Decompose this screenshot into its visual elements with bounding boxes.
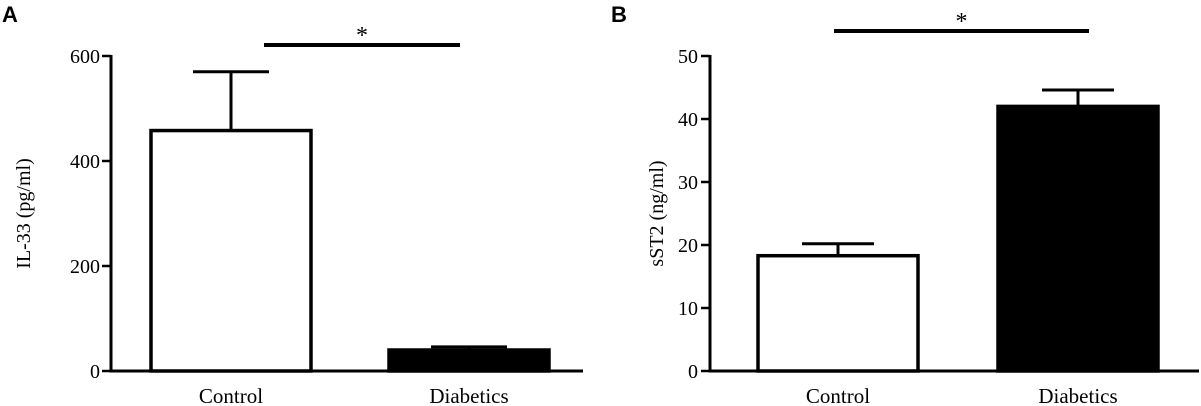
panel-b-chart: B 0 10 20 30 40 50 sST2 (ng/ml) Control Diabetics… bbox=[611, 2, 1199, 406]
y-tick-label: 20 bbox=[678, 235, 698, 257]
x-tick-label: Diabetics bbox=[429, 384, 508, 406]
x-tick-label: Control bbox=[199, 384, 263, 406]
y-axis-title: sST2 (ng/ml) bbox=[646, 160, 668, 266]
y-tick-label: 600 bbox=[70, 46, 100, 68]
significance-star: * bbox=[356, 23, 368, 49]
y-tick-label: 10 bbox=[678, 298, 698, 320]
panel-letter: A bbox=[2, 2, 18, 27]
panel-a-chart: A 0 200 400 600 IL-33 (pg/ml) Control Diabetics… bbox=[2, 2, 583, 406]
bar-control bbox=[149, 128, 313, 373]
x-tick-label: Control bbox=[806, 384, 870, 406]
y-tick-label: 400 bbox=[70, 151, 100, 173]
bar-diabetics bbox=[387, 348, 551, 373]
y-tick-label: 200 bbox=[70, 256, 100, 278]
y-tick-label: 0 bbox=[90, 361, 100, 383]
panel-letter: B bbox=[611, 2, 627, 27]
y-tick-label: 0 bbox=[688, 361, 698, 383]
x-tick-label: Diabetics bbox=[1038, 384, 1117, 406]
bar-control bbox=[756, 253, 920, 373]
y-tick-label: 50 bbox=[678, 46, 698, 68]
y-tick-label: 40 bbox=[678, 109, 698, 131]
significance-star: * bbox=[956, 9, 968, 35]
y-axis-title: IL-33 (pg/ml) bbox=[13, 158, 35, 269]
y-tick-label: 30 bbox=[678, 172, 698, 194]
bar-diabetics bbox=[996, 104, 1160, 373]
